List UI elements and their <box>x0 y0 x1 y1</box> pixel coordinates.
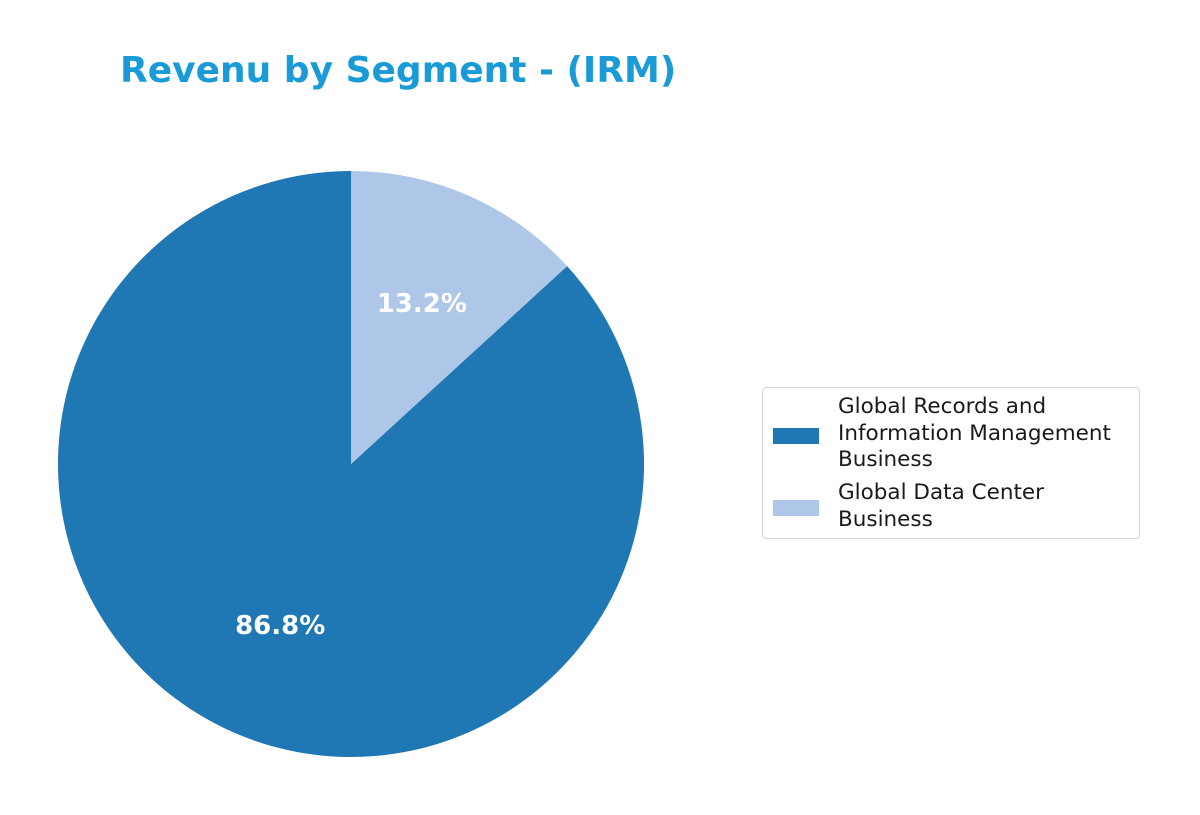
legend: Global Records and Information Managemen… <box>762 387 1140 539</box>
legend-line: Information Management <box>838 420 1111 446</box>
slice-records <box>58 171 645 757</box>
legend-line: Global Data Center <box>838 480 1044 505</box>
slice-data-center <box>351 171 568 464</box>
legend-line: Business <box>838 506 933 532</box>
legend-swatch-records <box>773 428 819 444</box>
legend-swatch-data-center <box>773 500 819 516</box>
legend-label-data-center: Global Data Center Business <box>838 480 1044 533</box>
legend-label-records: Global Records and Information Managemen… <box>838 394 1111 474</box>
slice-label-records: 86.8% <box>235 611 325 641</box>
chart-title: Revenu by Segment - (IRM) <box>120 50 677 91</box>
legend-line: Global Records and <box>838 394 1047 419</box>
pie-chart: 86.8% 13.2% <box>58 171 645 757</box>
legend-line: Business <box>838 447 933 472</box>
slice-label-data-center: 13.2% <box>377 289 467 319</box>
